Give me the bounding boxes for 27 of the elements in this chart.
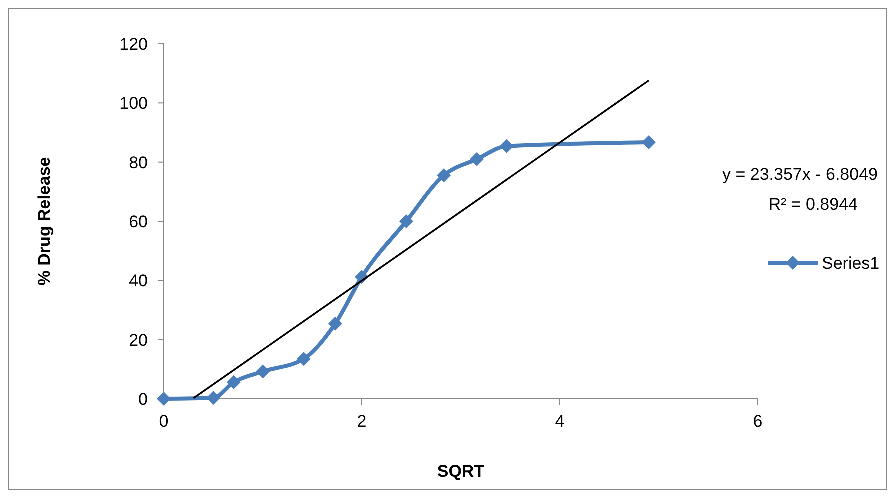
x-tick-label: 6 bbox=[753, 412, 763, 431]
y-tick-label: 100 bbox=[120, 94, 148, 114]
y-tick-label: 120 bbox=[120, 35, 148, 54]
point bbox=[642, 136, 656, 150]
point bbox=[157, 392, 171, 406]
y-tick-label: 60 bbox=[129, 212, 148, 232]
point bbox=[470, 152, 484, 166]
y-tick-label: 20 bbox=[129, 330, 148, 350]
point bbox=[436, 168, 451, 183]
legend-label: Series1 bbox=[822, 254, 880, 273]
point bbox=[226, 375, 241, 390]
y-tick-label: 80 bbox=[129, 153, 148, 172]
point bbox=[206, 391, 220, 406]
x-tick-label: 0 bbox=[159, 412, 169, 431]
point bbox=[296, 352, 311, 366]
point bbox=[500, 139, 514, 154]
text: R² = 0.8944 bbox=[768, 195, 858, 214]
point bbox=[256, 364, 270, 379]
y-tick-label: 40 bbox=[129, 272, 148, 291]
x-axis-title: SQRT bbox=[437, 462, 486, 481]
point bbox=[399, 214, 414, 228]
x-tick-label: 2 bbox=[357, 412, 367, 431]
annotation: y = 23.357x - 6.8049 bbox=[722, 165, 878, 184]
x-tick-label: 4 bbox=[555, 412, 565, 431]
y-axis-title: % Drug Release bbox=[35, 157, 54, 286]
y-tick-label: 0 bbox=[138, 390, 148, 409]
point bbox=[328, 316, 342, 331]
